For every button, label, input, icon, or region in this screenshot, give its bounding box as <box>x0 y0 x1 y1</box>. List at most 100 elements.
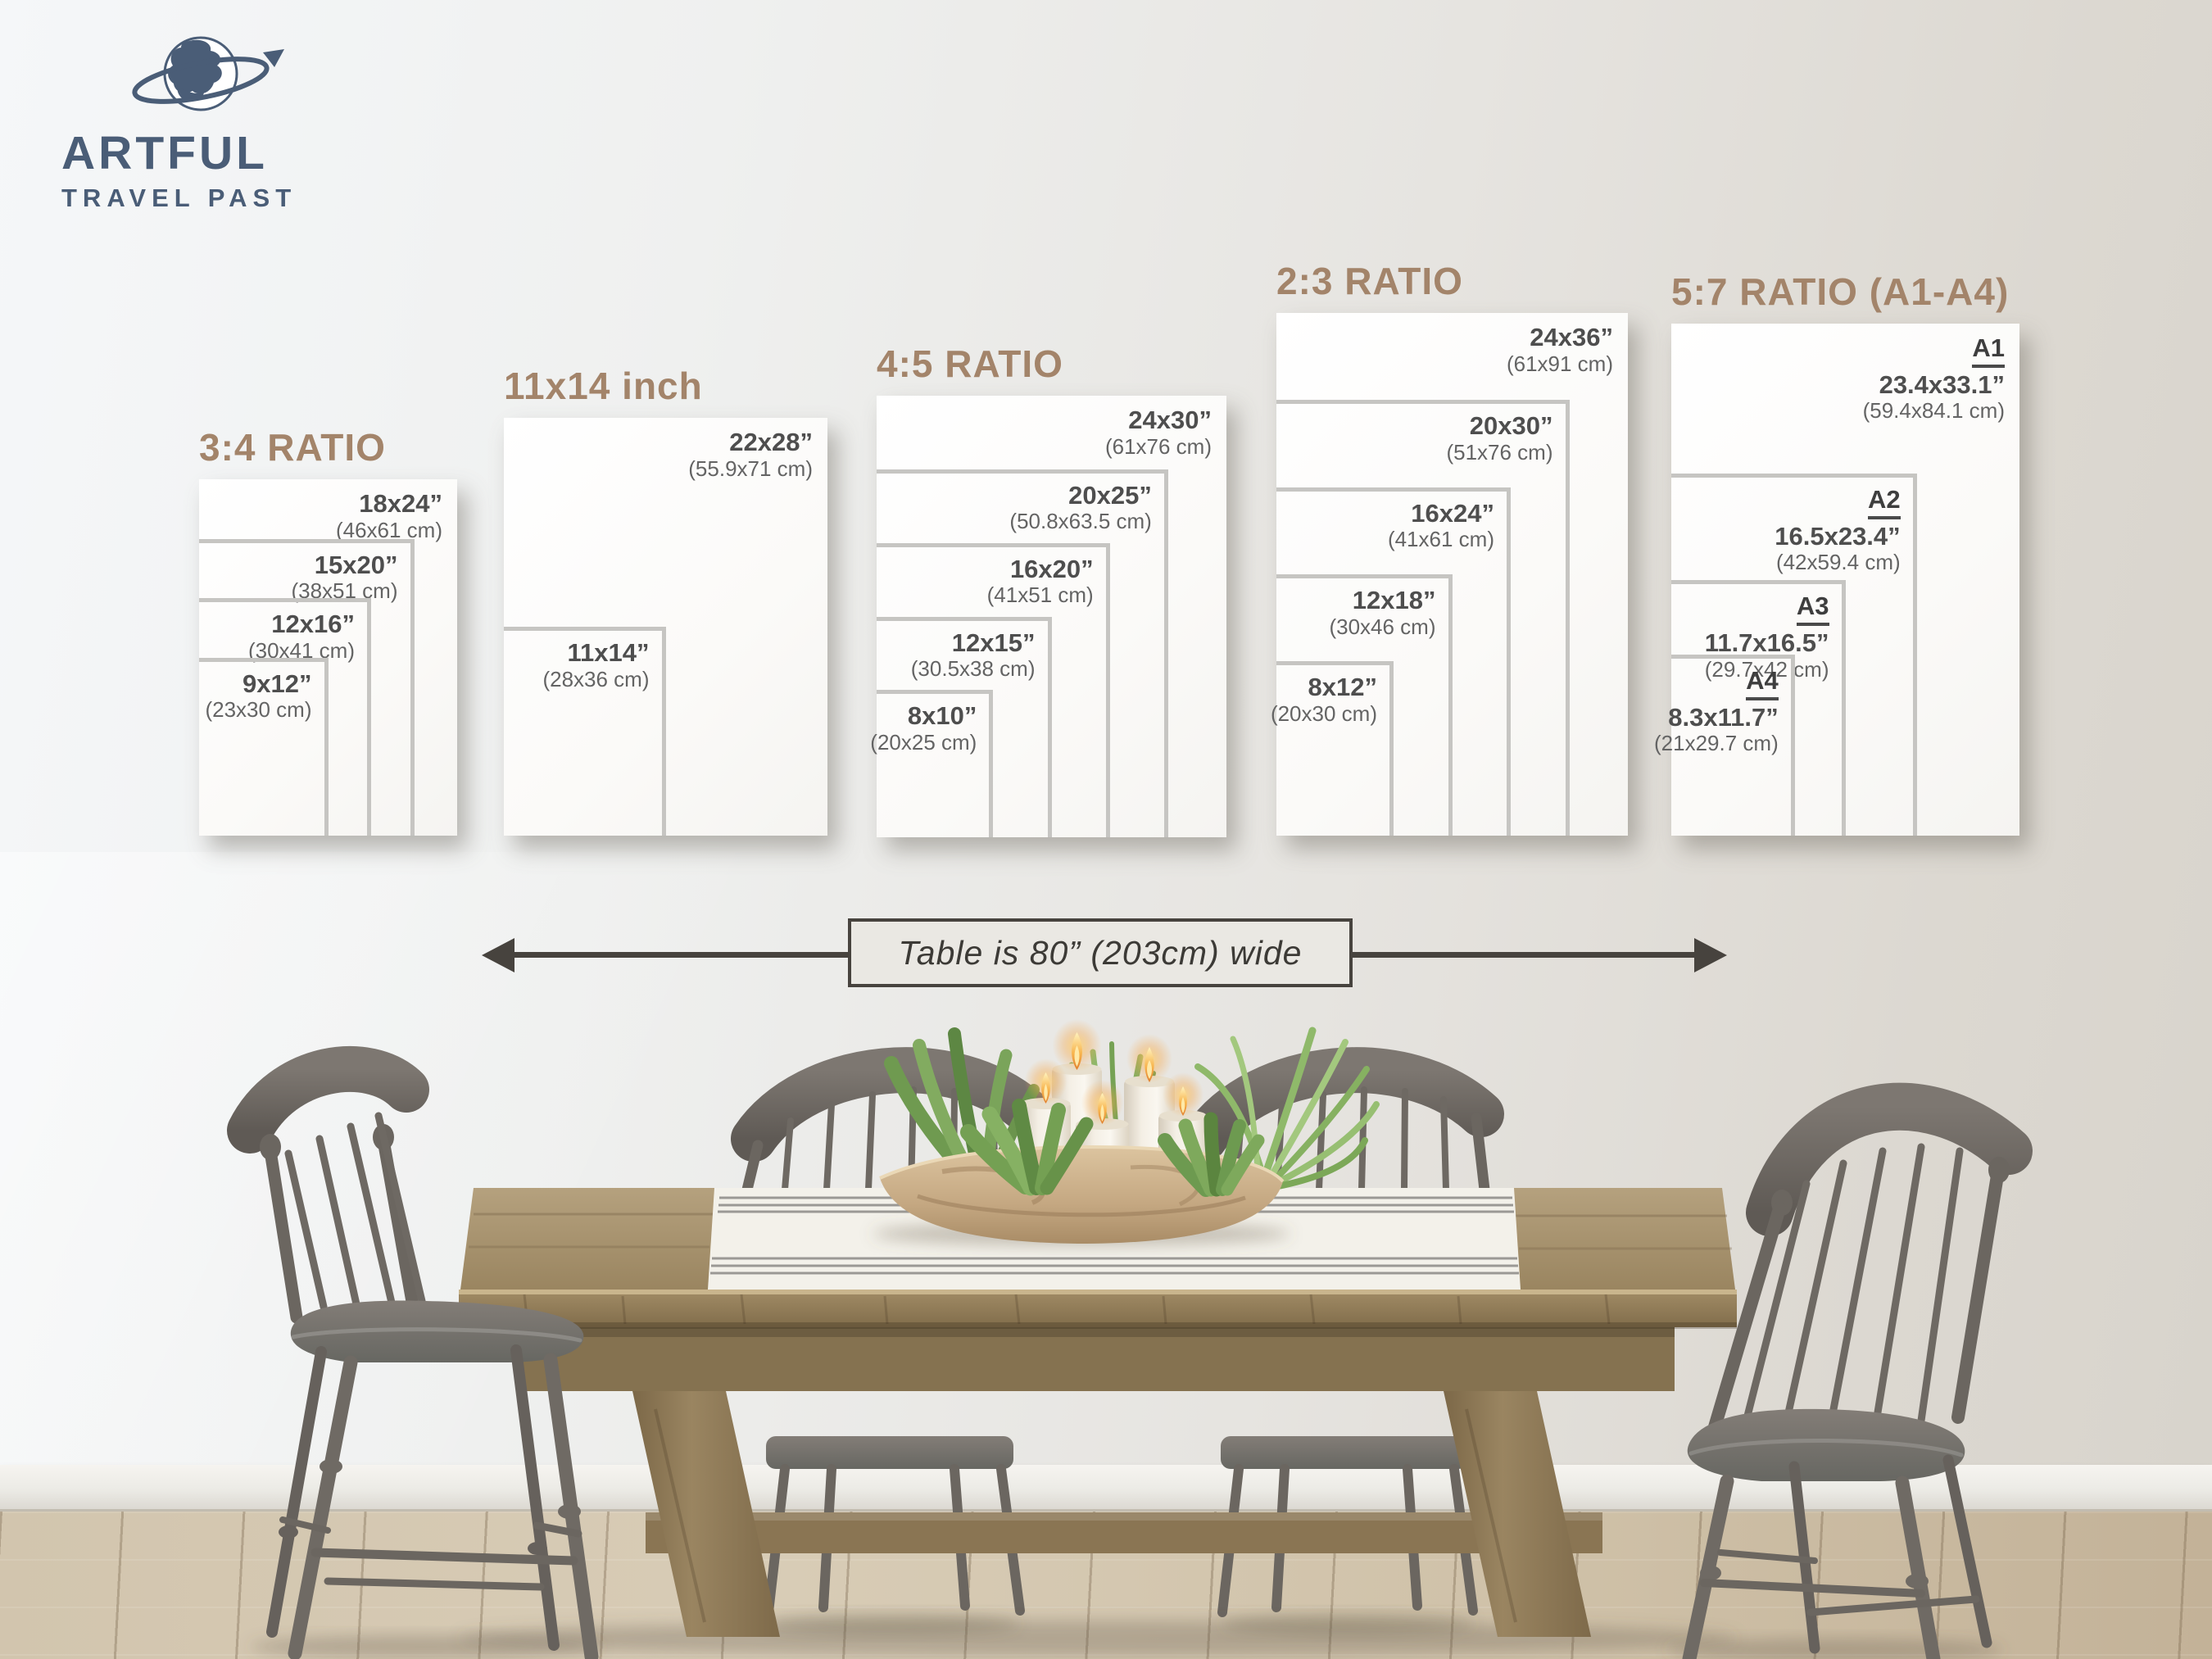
arrow-right-icon <box>1694 938 1727 972</box>
size-rect: 20x25” (50.8x63.5 cm) <box>877 469 1168 837</box>
size-centimeters: (29.7x42 cm) <box>1704 656 1829 682</box>
size-inches: 22x28” <box>729 428 813 456</box>
brand-name: ARTFUL <box>61 127 268 179</box>
size-inches: 9x12” <box>243 669 312 698</box>
left-chair <box>227 1046 602 1659</box>
size-centimeters: (50.8x63.5 cm) <box>1009 509 1152 534</box>
size-inches: 15x20” <box>314 550 398 579</box>
panel-4-5-ratio: 4:5 RATIO 24x30” (61x76 cm) 20x25” (50.8x63.… <box>870 342 1226 837</box>
size-centimeters: (59.4x84.1 cm) <box>1862 398 2005 424</box>
size-inches: 18x24” <box>359 489 442 518</box>
size-centimeters: (28x36 cm) <box>542 666 650 691</box>
paper-size-name: A3 <box>1705 592 1829 627</box>
succulent-icon <box>960 1099 1094 1196</box>
size-label: 16x24” (41x61 cm) <box>1388 499 1494 553</box>
size-centimeters: (61x91 cm) <box>1506 351 1613 376</box>
size-label: A2 16.5x23.4” (42x59.4 cm) <box>1775 485 1901 575</box>
size-centimeters: (41x51 cm) <box>986 582 1094 608</box>
size-label: 24x36” (61x91 cm) <box>1507 323 1613 377</box>
size-label: 12x15” (30.5x38 cm) <box>911 628 1036 682</box>
size-label: 8x10” (20x25 cm) <box>870 701 977 755</box>
size-rect: 12x15” (30.5x38 cm) <box>877 616 1052 837</box>
size-centimeters: (20x30 cm) <box>1270 700 1377 726</box>
panel-3-4-ratio: 3:4 RATIO 18x24” (46x61 cm) 15x20” (38x51 cm… <box>199 426 457 836</box>
brand-tagline: TRAVEL PAST <box>61 184 297 212</box>
panel-5-7-ratio: 5:7 RATIO (A1-A4) A1 23.4x33.1” (59.4x84.1 … <box>1654 270 2019 836</box>
size-inches: 16.5x23.4” <box>1775 521 1901 551</box>
size-centimeters: (30x46 cm) <box>1329 614 1436 639</box>
size-centimeters: (46x61 cm) <box>335 517 442 542</box>
size-label: A1 23.4x33.1” (59.4x84.1 cm) <box>1863 333 2005 424</box>
size-centimeters: (21x29.7 cm) <box>1654 731 1779 756</box>
panel-title: 2:3 RATIO <box>1276 260 1463 302</box>
size-label: 18x24” (46x61 cm) <box>336 489 442 543</box>
size-centimeters: (20x25 cm) <box>870 729 977 755</box>
size-label: 22x28” (55.9x71 cm) <box>688 428 813 482</box>
panel-title: 3:4 RATIO <box>199 426 386 469</box>
right-chair <box>1667 1082 2033 1659</box>
panel-title: 11x14 inch <box>504 365 703 407</box>
size-rect: 11x14” (28x36 cm) <box>504 627 666 836</box>
size-rect: A3 11.7x16.5” (29.7x42 cm) <box>1671 580 1846 836</box>
size-centimeters: (30.5x38 cm) <box>910 656 1036 682</box>
size-centimeters: (51x76 cm) <box>1446 439 1553 465</box>
brand-logo: ARTFUL TRAVEL PAST <box>61 31 340 213</box>
size-inches: 11.7x16.5” <box>1704 628 1829 658</box>
size-inches: 24x36” <box>1530 323 1613 351</box>
size-inches: 20x25” <box>1068 480 1152 510</box>
size-inches: 8x12” <box>1308 673 1377 702</box>
size-inches: 20x30” <box>1469 411 1553 441</box>
size-label: A3 11.7x16.5” (29.7x42 cm) <box>1705 592 1829 682</box>
size-label: 20x25” (50.8x63.5 cm) <box>1009 481 1151 535</box>
size-rect: 9x12” (23x30 cm) <box>199 657 329 836</box>
size-inches: 12x16” <box>271 610 355 639</box>
table-width-note: Table is 80” (203cm) wide <box>848 918 1353 987</box>
size-rect: 8x12” (20x30 cm) <box>1271 661 1394 836</box>
size-centimeters: (41x61 cm) <box>1387 527 1494 552</box>
panel-title: 4:5 RATIO <box>877 342 1063 385</box>
size-label: 12x16” (30x41 cm) <box>248 610 355 664</box>
size-rect: 16x24” (41x61 cm) <box>1276 487 1511 836</box>
dining-room-scene <box>227 1019 2033 1659</box>
size-rect: 16x20” (41x51 cm) <box>877 542 1110 837</box>
centerpiece <box>873 1019 1380 1246</box>
size-inches: 23.4x33.1” <box>1879 369 2005 399</box>
size-centimeters: (55.9x71 cm) <box>688 456 813 481</box>
size-label: 24x30” (61x76 cm) <box>1105 406 1212 460</box>
size-inches: 12x18” <box>1352 586 1436 614</box>
size-label: 15x20” (38x51 cm) <box>291 551 397 605</box>
size-inches: 11x14” <box>567 638 650 667</box>
size-label: A4 8.3x11.7” (21x29.7 cm) <box>1654 666 1779 756</box>
size-centimeters: (61x76 cm) <box>1104 433 1212 459</box>
size-rect: 8x10” (20x25 cm) <box>870 690 994 837</box>
size-inches: 24x30” <box>1128 406 1212 434</box>
paper-size-name: A1 <box>1863 333 2005 368</box>
size-inches: 12x15” <box>951 628 1036 657</box>
panel-2-3-ratio: 2:3 RATIO 24x36” (61x91 cm) 20x30” (51x76 cm… <box>1271 260 1628 836</box>
size-rect: A4 8.3x11.7” (21x29.7 cm) <box>1654 655 1795 836</box>
panel-title: 5:7 RATIO (A1-A4) <box>1671 270 2010 313</box>
size-inches: 16x24” <box>1411 498 1494 528</box>
size-centimeters: (23x30 cm) <box>205 697 312 723</box>
arrow-left-icon <box>482 938 514 972</box>
size-rect: A2 16.5x23.4” (42x59.4 cm) <box>1671 474 1917 836</box>
size-rect: 20x30” (51x76 cm) <box>1276 400 1570 836</box>
size-inches: 16x20” <box>1009 554 1094 583</box>
size-label: 20x30” (51x76 cm) <box>1446 411 1552 465</box>
size-inches: 8x10” <box>907 701 977 731</box>
size-inches: 8.3x11.7” <box>1668 702 1779 732</box>
paper-size-name: A2 <box>1775 485 1901 519</box>
size-label: 8x12” (20x30 cm) <box>1271 673 1377 727</box>
size-label: 16x20” (41x51 cm) <box>987 555 1094 609</box>
size-centimeters: (42x59.4 cm) <box>1775 550 1901 575</box>
paper-size-name: A4 <box>1654 666 1779 700</box>
size-label: 12x18” (30x46 cm) <box>1329 586 1435 640</box>
succulent-icon <box>1158 1112 1265 1197</box>
size-label: 9x12” (23x30 cm) <box>205 669 311 723</box>
globe-orbit-icon <box>132 36 284 111</box>
size-label: 11x14” (28x36 cm) <box>542 638 649 692</box>
size-rect: 12x18” (30x46 cm) <box>1276 574 1453 836</box>
airplant-icon <box>1194 1027 1380 1190</box>
panel-11x14-inch: 11x14 inch 22x28” (55.9x71 cm) 11x14” (28x36… <box>504 365 827 836</box>
